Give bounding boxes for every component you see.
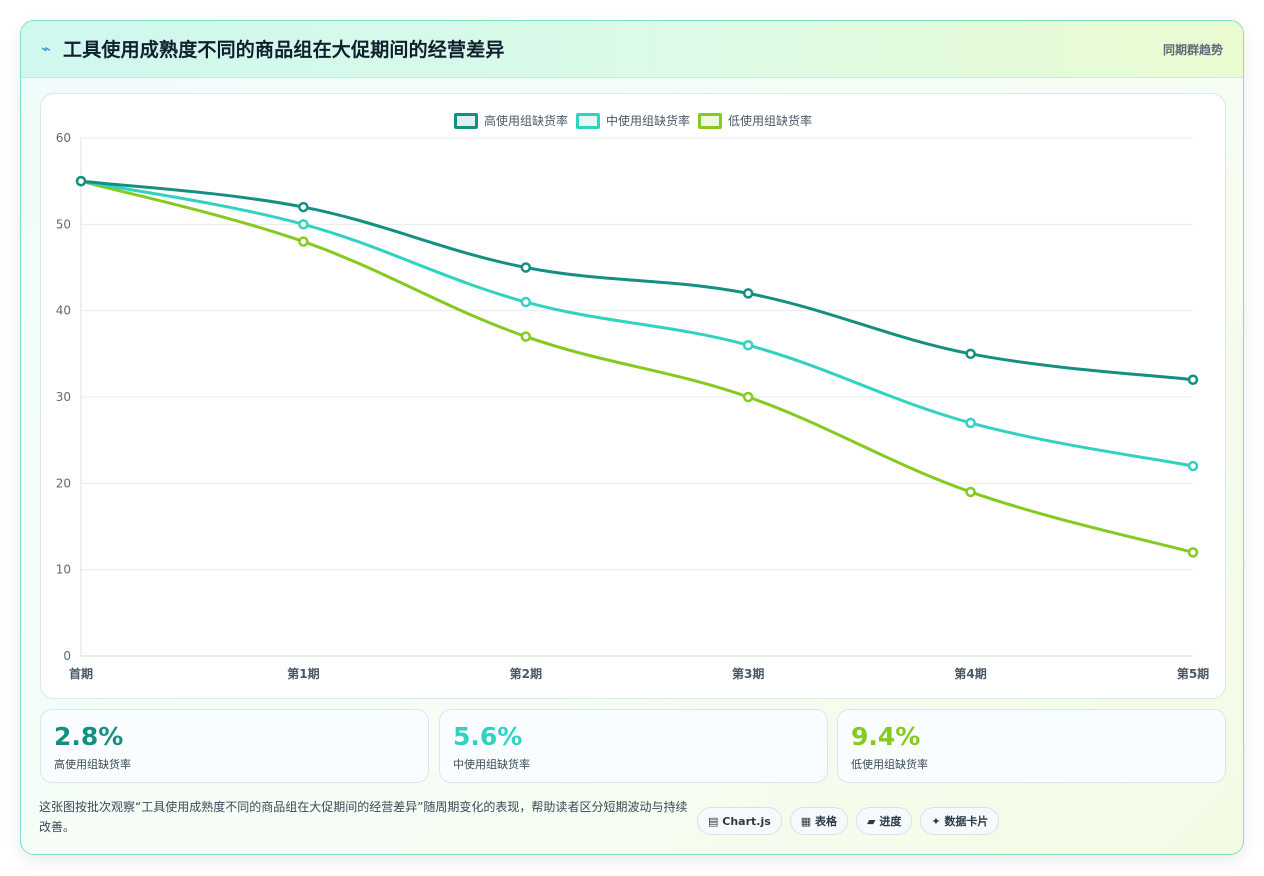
x-tick-label: 第1期 [287, 666, 319, 681]
kpi-card-mid: 5.6% 中使用组缺货率 [439, 709, 828, 783]
dashboard-card: ⌁ 工具使用成熟度不同的商品组在大促期间的经营差异 同期群趋势 高使用组缺货率中… [20, 20, 1244, 855]
series-line [79, 179, 1195, 468]
data-point [965, 348, 976, 360]
x-tick-label: 首期 [69, 666, 93, 681]
legend-item[interactable]: 低使用组缺货率 [698, 112, 812, 129]
legend-label: 低使用组缺货率 [728, 114, 813, 128]
chip-label: Chart.js [722, 814, 771, 828]
kpi-value: 5.6% [453, 722, 523, 751]
y-tick-label: 20 [56, 476, 71, 490]
page-title: 工具使用成熟度不同的商品组在大促期间的经营差异 [63, 39, 505, 61]
sparkle-icon: ✦ [931, 814, 941, 828]
tech-chips: ▤ Chart.js ▦ 表格 ▰ 进度 ✦ 数据卡片 [697, 807, 1000, 835]
data-point [742, 288, 754, 299]
chip-label: 表格 [815, 815, 838, 828]
data-point [520, 262, 532, 273]
lightning-icon: ⌁ [41, 39, 51, 58]
data-point [965, 417, 976, 429]
header-tag: 同期群趋势 [1162, 43, 1223, 57]
kpi-value: 2.8% [54, 722, 124, 751]
x-tick-label: 第3期 [732, 666, 764, 681]
legend-item[interactable]: 高使用组缺货率 [453, 112, 568, 129]
chart-description: 这张图按批次观察“工具使用成熟度不同的商品组在大促期间的经营差异”随周期变化的表… [39, 800, 688, 834]
chart-icon: ▤ [708, 814, 719, 828]
chart-panel: 高使用组缺货率 中使用组缺货率 低使用组缺货率 0 10 20 30 40 50 60 首期 第1期… [40, 93, 1226, 699]
table-icon: ▦ [800, 814, 812, 828]
legend-label: 高使用组缺货率 [483, 114, 568, 128]
data-point [75, 175, 87, 187]
card-header: ⌁ 工具使用成熟度不同的商品组在大促期间的经营差异 同期群趋势 [21, 21, 1243, 78]
data-point [298, 219, 309, 230]
data-point [520, 331, 532, 342]
kpi-label: 中使用组缺货率 [453, 758, 530, 771]
data-point [965, 486, 976, 498]
data-point [298, 236, 309, 247]
data-point [298, 201, 309, 213]
legend-label: 中使用组缺货率 [605, 114, 690, 128]
series-line [79, 179, 1195, 554]
x-tick-label: 第4期 [954, 666, 986, 681]
x-tick-label: 第2期 [510, 666, 542, 681]
line-chart: 0 10 20 30 40 50 60 首期 第1期 第2期 第3期 第4期 第5期 [56, 131, 1209, 681]
y-tick-label: 30 [56, 390, 71, 404]
chip-label: 进度 [879, 815, 902, 828]
y-tick-label: 10 [56, 563, 71, 577]
data-point [520, 296, 532, 308]
data-point [1187, 460, 1199, 472]
y-tick-label: 50 [56, 217, 71, 231]
series-line [79, 179, 1195, 382]
data-point [742, 339, 754, 351]
data-point [1187, 374, 1199, 385]
kpi-label: 低使用组缺货率 [851, 758, 928, 771]
data-point [742, 391, 754, 403]
y-tick-label: 0 [63, 649, 71, 663]
chip-data-card[interactable]: ✦ 数据卡片 [920, 807, 1000, 835]
chip-chartjs[interactable]: ▤ Chart.js [697, 807, 782, 835]
kpi-label: 高使用组缺货率 [54, 758, 131, 771]
kpi-card-high: 2.8% 高使用组缺货率 [40, 709, 429, 783]
legend-item[interactable]: 中使用组缺货率 [575, 112, 690, 129]
y-tick-label: 60 [56, 131, 71, 145]
chip-table[interactable]: ▦ 表格 [789, 807, 849, 835]
kpi-card-low: 9.4% 低使用组缺货率 [837, 709, 1226, 783]
chip-label: 数据卡片 [944, 815, 989, 828]
kpi-value: 9.4% [851, 722, 921, 751]
legend-swatch [698, 112, 722, 129]
y-tick-label: 40 [56, 304, 71, 318]
legend-swatch [453, 112, 478, 129]
x-tick-label: 第5期 [1177, 666, 1209, 681]
progress-icon: ▰ [867, 814, 876, 828]
data-point [1187, 547, 1199, 558]
chart-legend: 高使用组缺货率 中使用组缺货率 低使用组缺货率 [41, 112, 1225, 132]
chip-progress[interactable]: ▰ 进度 [856, 807, 913, 835]
legend-swatch [575, 112, 600, 129]
